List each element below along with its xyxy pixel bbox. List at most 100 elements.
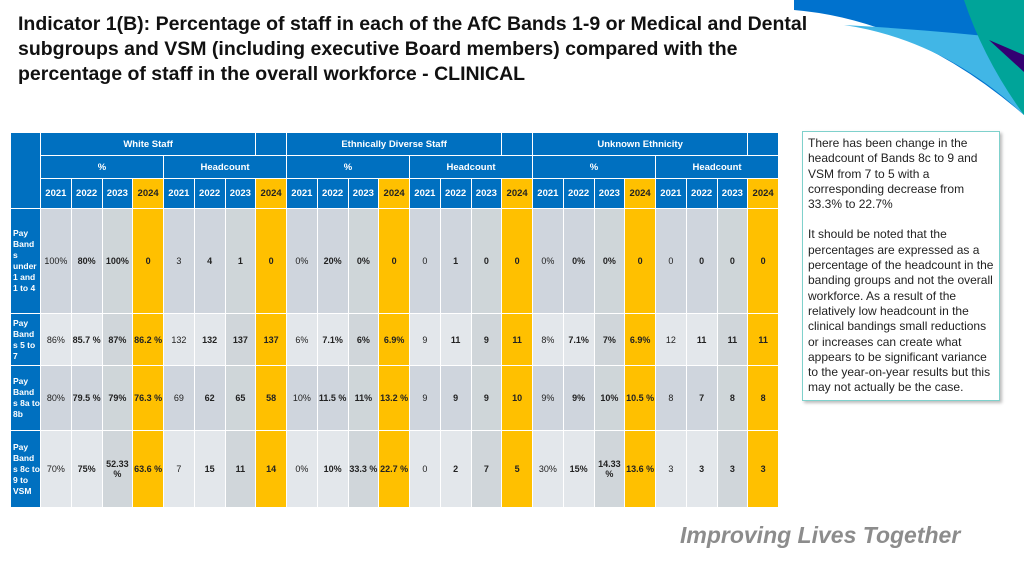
- table-cell: 11.5 %: [316, 365, 349, 431]
- table-cell: 8: [747, 365, 779, 431]
- table-cell: 0%: [347, 208, 380, 314]
- row-header: Pay Band s 8c to 9 to VSM: [10, 430, 41, 508]
- year-header: 2021: [409, 178, 441, 209]
- subgroup-header: Headcount: [655, 155, 779, 179]
- table-cell: 0%: [562, 208, 595, 314]
- table-cell: 75%: [70, 430, 103, 508]
- table-cell: 2: [439, 430, 472, 508]
- table-cell: 87%: [101, 313, 134, 366]
- table-cell: 86.2 %: [132, 313, 164, 366]
- table-cell: 9: [470, 313, 503, 366]
- table-cell: 7: [685, 365, 718, 431]
- table-cell: 8: [655, 365, 687, 431]
- table-cell: 76.3 %: [132, 365, 164, 431]
- table-cell: 1: [224, 208, 257, 314]
- table-cell: 0: [132, 208, 164, 314]
- year-header: 2021: [532, 178, 564, 209]
- table-cell: 0: [655, 208, 687, 314]
- year-header: 2024: [255, 178, 287, 209]
- table-cell: 11: [501, 313, 533, 366]
- table-cell: 132: [163, 313, 195, 366]
- table-cell: 0: [624, 208, 656, 314]
- subgroup-header: Headcount: [163, 155, 287, 179]
- table-cell: 9%: [562, 365, 595, 431]
- table-cell: 0%: [593, 208, 626, 314]
- year-header: 2024: [132, 178, 164, 209]
- table-cell: 13.2 %: [378, 365, 410, 431]
- subgroup-header: %: [286, 155, 410, 179]
- table-cell: 65: [224, 365, 257, 431]
- table-cell: 7.1%: [316, 313, 349, 366]
- table-cell: 7: [163, 430, 195, 508]
- table-cell: 52.33 %: [101, 430, 134, 508]
- table-cell: 11%: [347, 365, 380, 431]
- table-cell: 11: [747, 313, 779, 366]
- table-cell: 3: [163, 208, 195, 314]
- table-cell: 10%: [593, 365, 626, 431]
- table-cell: 58: [255, 365, 287, 431]
- year-header: 2024: [501, 178, 533, 209]
- year-header: 2022: [193, 178, 226, 209]
- ethnicity-bands-table: White Staff Ethnically Diverse Staff Unkno…: [10, 132, 779, 508]
- year-header: 2022: [316, 178, 349, 209]
- table-cell: 79.5 %: [70, 365, 103, 431]
- year-header: 2023: [101, 178, 134, 209]
- table-cell: 12: [655, 313, 687, 366]
- table-cell: 9: [470, 365, 503, 431]
- table-cell: 0: [501, 208, 533, 314]
- subgroup-header: %: [40, 155, 164, 179]
- table-cell: 22.7 %: [378, 430, 410, 508]
- table-cell: 9: [409, 313, 441, 366]
- year-header: 2022: [562, 178, 595, 209]
- table-cell: 8: [716, 365, 749, 431]
- table-cell: 0: [747, 208, 779, 314]
- subgroup-header: Headcount: [409, 155, 533, 179]
- table-cell: 0: [409, 430, 441, 508]
- year-header: 2022: [685, 178, 718, 209]
- table-cell: 10.5 %: [624, 365, 656, 431]
- group-header-spacer: [747, 132, 779, 156]
- table-cell: 7.1%: [562, 313, 595, 366]
- table-cell: 132: [193, 313, 226, 366]
- table-cell: 7%: [593, 313, 626, 366]
- table-cell: 85.7 %: [70, 313, 103, 366]
- table-cell: 9%: [532, 365, 564, 431]
- table-cell: 137: [255, 313, 287, 366]
- table-cell: 0%: [286, 430, 318, 508]
- year-header: 2024: [378, 178, 410, 209]
- group-header: Unknown Ethnicity: [531, 132, 749, 156]
- table-cell: 6%: [347, 313, 380, 366]
- table-cell: 33.3 %: [347, 430, 380, 508]
- table-cell: 11: [224, 430, 257, 508]
- table-cell: 0%: [532, 208, 564, 314]
- table-cell: 10: [501, 365, 533, 431]
- brand-swoosh-graphic: [794, 0, 1024, 115]
- table-cell: 0: [685, 208, 718, 314]
- table-cell: 6.9%: [378, 313, 410, 366]
- year-header: 2023: [347, 178, 380, 209]
- year-header: 2023: [593, 178, 626, 209]
- note-paragraph-2: It should be noted that the percentages …: [808, 227, 994, 395]
- year-header: 2023: [224, 178, 257, 209]
- table-cell: 7: [470, 430, 503, 508]
- table-cell: 4: [193, 208, 226, 314]
- table-cell: 6%: [286, 313, 318, 366]
- table-cell: 3: [655, 430, 687, 508]
- group-header-spacer: [501, 132, 533, 156]
- table-cell: 0: [470, 208, 503, 314]
- year-header: 2021: [655, 178, 687, 209]
- table-cell: 100%: [101, 208, 134, 314]
- table-cell: 11: [716, 313, 749, 366]
- table-cell: 63.6 %: [132, 430, 164, 508]
- page-title: Indicator 1(B): Percentage of staff in e…: [18, 13, 808, 85]
- table-cell: 9: [409, 365, 441, 431]
- table-cell: 10%: [316, 430, 349, 508]
- year-header: 2023: [716, 178, 749, 209]
- year-header: 2024: [624, 178, 656, 209]
- table-cell: 62: [193, 365, 226, 431]
- table-cell: 11: [439, 313, 472, 366]
- table-cell: 20%: [316, 208, 349, 314]
- table-cell: 0: [716, 208, 749, 314]
- table-cell: 80%: [40, 365, 72, 431]
- table-row: Pay Band s 8c to 9 to VSM 7 0% 75% 52.33 % 63…: [10, 430, 779, 508]
